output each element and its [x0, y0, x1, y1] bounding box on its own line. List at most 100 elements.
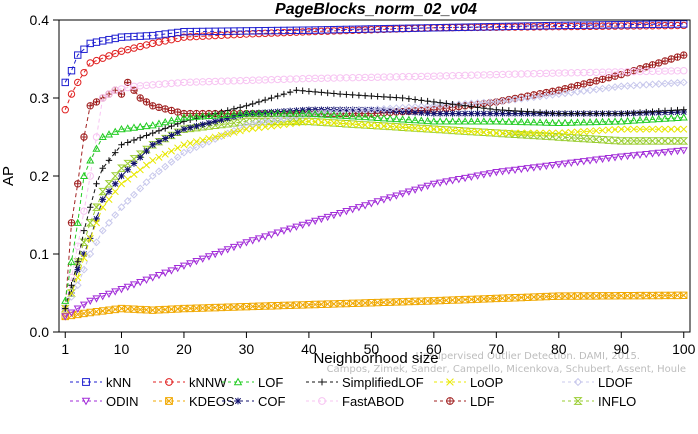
data-point — [567, 118, 576, 126]
data-point — [211, 111, 220, 119]
data-point — [74, 273, 82, 281]
legend-label: FastABOD — [342, 394, 404, 409]
data-point — [611, 110, 619, 117]
series-odin — [61, 147, 688, 321]
data-point — [493, 106, 500, 113]
data-point — [386, 104, 395, 113]
data-point — [124, 175, 132, 183]
data-point — [336, 111, 345, 119]
data-point — [61, 106, 69, 114]
data-point — [673, 78, 682, 87]
legend: kNN kNNW LOF SimplifiedLOF LoOP LDOF ODIN KDEOS… — [70, 375, 636, 409]
data-point — [511, 107, 519, 115]
data-point — [617, 153, 626, 161]
data-point — [274, 121, 282, 129]
data-point — [155, 138, 163, 145]
data-point — [436, 101, 445, 110]
data-point — [154, 119, 164, 127]
data-point — [661, 57, 669, 65]
data-point — [417, 124, 425, 132]
data-point — [580, 110, 587, 117]
legend-marker — [318, 378, 326, 386]
data-point — [154, 272, 164, 280]
data-point — [111, 305, 119, 314]
data-point — [679, 147, 688, 155]
data-point — [486, 98, 494, 107]
data-point — [92, 308, 101, 316]
data-point — [73, 218, 82, 226]
data-point — [530, 108, 538, 116]
legend-item-knnw: kNNW — [153, 375, 227, 390]
data-point — [604, 83, 613, 92]
data-point — [673, 147, 682, 156]
chart-title: PageBlocks_norm_02_v04 — [275, 1, 477, 18]
data-point — [336, 106, 344, 113]
data-point — [361, 92, 369, 99]
x-tick-label: 100 — [672, 341, 696, 357]
data-point — [67, 90, 76, 98]
data-point — [236, 127, 244, 135]
data-point — [223, 120, 233, 128]
data-point — [111, 188, 119, 196]
data-point — [124, 139, 131, 146]
data-point — [585, 135, 595, 143]
data-point — [680, 106, 687, 113]
data-point — [174, 129, 181, 136]
data-point — [118, 141, 125, 148]
data-point — [292, 119, 300, 127]
data-point — [87, 204, 94, 211]
data-point — [473, 117, 482, 125]
data-point — [129, 123, 139, 131]
data-point — [67, 289, 76, 297]
data-point — [99, 203, 107, 211]
data-point — [211, 118, 219, 125]
data-point — [355, 120, 363, 129]
data-point — [586, 86, 594, 95]
data-point — [636, 81, 644, 90]
data-point — [648, 61, 657, 69]
data-point — [98, 187, 108, 196]
data-point — [567, 128, 575, 136]
y-axis: 0.0 0.1 0.2 0.3 0.4 — [30, 12, 59, 340]
data-point — [648, 115, 657, 123]
data-point — [136, 166, 144, 174]
data-point — [604, 117, 613, 125]
data-point — [130, 170, 138, 178]
data-point — [293, 87, 300, 94]
data-point — [598, 126, 607, 134]
data-point — [68, 282, 75, 289]
data-point — [273, 109, 282, 117]
data-point — [329, 110, 338, 119]
data-point — [324, 89, 331, 97]
watermark-line-2: Unsupervised Outlier Detection. DAMI, 20… — [416, 351, 640, 362]
data-point — [93, 180, 100, 187]
data-point — [186, 260, 195, 268]
data-point — [654, 149, 663, 157]
data-point — [411, 109, 419, 116]
data-point — [148, 121, 157, 129]
data-point — [605, 126, 613, 134]
data-point — [161, 150, 169, 158]
data-point — [474, 110, 481, 117]
data-point — [648, 125, 657, 133]
data-point — [461, 127, 469, 135]
data-point — [554, 118, 563, 127]
data-point — [286, 225, 295, 233]
data-point — [354, 112, 363, 120]
data-point — [99, 307, 107, 315]
data-point — [180, 126, 188, 133]
data-point — [198, 112, 207, 120]
data-point — [649, 108, 656, 115]
data-point — [136, 184, 145, 193]
data-point — [367, 121, 375, 129]
legend-label: LoOP — [470, 375, 503, 390]
data-point — [386, 94, 394, 101]
data-point — [492, 97, 501, 106]
data-point — [223, 110, 232, 118]
data-point — [92, 219, 101, 227]
data-point — [186, 139, 194, 147]
data-point — [479, 117, 488, 125]
data-point — [174, 108, 182, 116]
data-point — [629, 116, 638, 124]
data-point — [92, 203, 101, 211]
